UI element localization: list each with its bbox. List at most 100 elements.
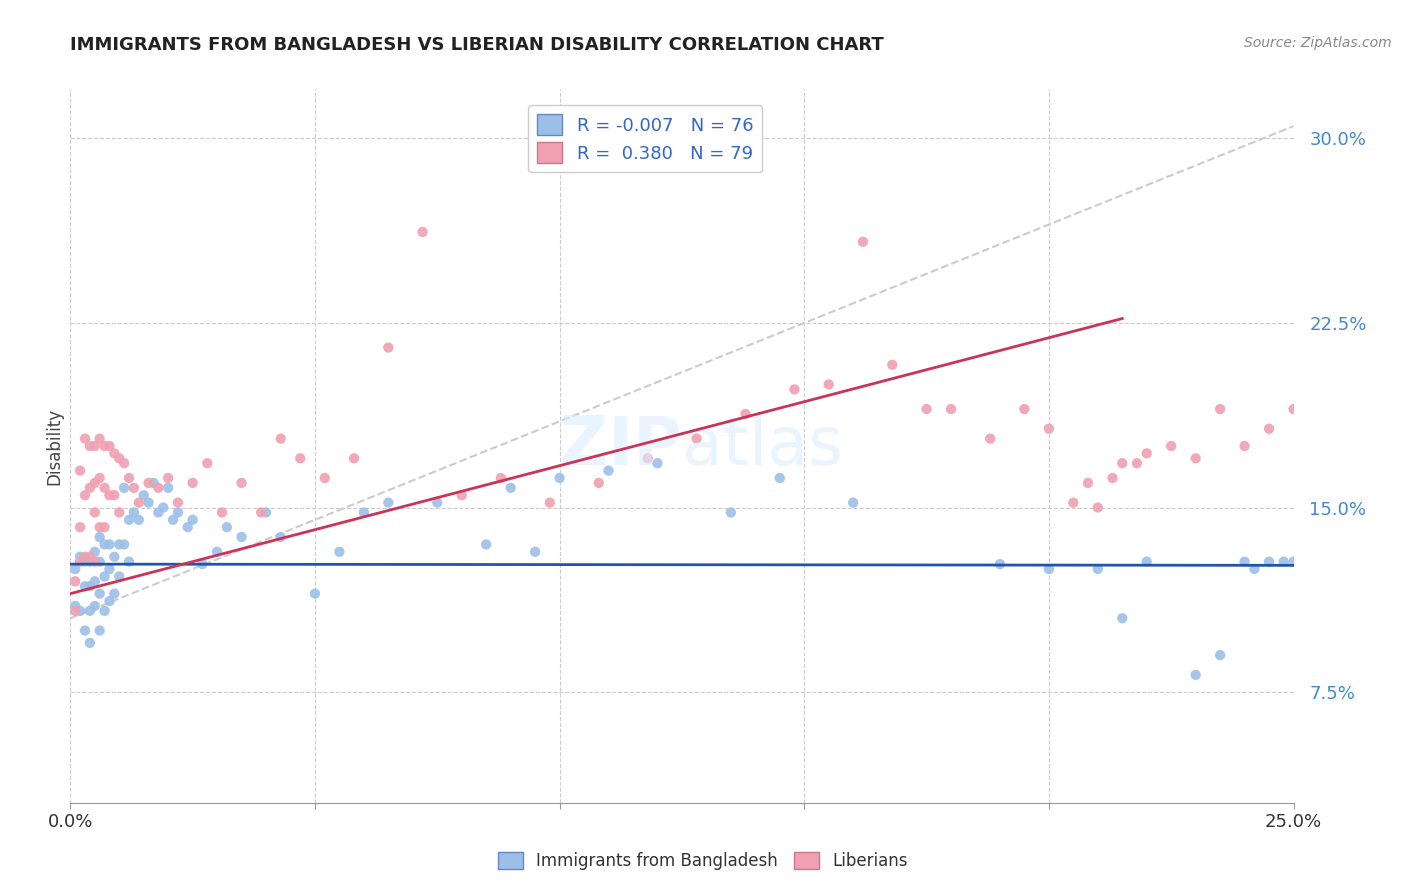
Point [79, 439, 101, 453]
Point [79, 579, 101, 593]
Point [73, 624, 96, 638]
Point [157, 471, 180, 485]
Point [250, 505, 273, 519]
Point [118, 513, 141, 527]
Point [205, 545, 228, 559]
Point [1272, 555, 1295, 569]
Point [167, 495, 190, 509]
Point [328, 545, 350, 559]
Point [1381, 426, 1403, 441]
Point [1077, 475, 1099, 490]
Point [499, 481, 522, 495]
Point [83, 555, 105, 569]
Point [882, 358, 904, 372]
Point [475, 537, 498, 551]
Legend: Immigrants from Bangladesh, Liberians: Immigrants from Bangladesh, Liberians [492, 847, 914, 875]
Point [63, 574, 86, 589]
Point [1038, 422, 1060, 436]
Point [98, 562, 121, 576]
Point [83, 599, 105, 613]
Point [1038, 562, 1060, 576]
Point [215, 520, 238, 534]
Point [211, 505, 233, 519]
Point [817, 377, 839, 392]
Point [103, 446, 125, 460]
Point [108, 569, 131, 583]
Text: Source: ZipAtlas.com: Source: ZipAtlas.com [1244, 36, 1392, 50]
Point [1258, 555, 1281, 569]
Point [647, 456, 669, 470]
Point [73, 432, 96, 446]
Point [1184, 451, 1206, 466]
Point [1243, 562, 1265, 576]
Point [1306, 432, 1329, 446]
Point [83, 475, 105, 490]
Point [98, 439, 121, 453]
Point [103, 488, 125, 502]
Point [588, 475, 610, 490]
Point [489, 471, 512, 485]
Point [1209, 402, 1232, 417]
Point [1209, 648, 1232, 662]
Point [1160, 439, 1182, 453]
Point [69, 549, 91, 564]
Point [128, 495, 150, 509]
Text: atlas: atlas [682, 413, 842, 479]
Point [118, 471, 141, 485]
Point [548, 471, 571, 485]
Point [103, 587, 125, 601]
Point [112, 456, 135, 470]
Y-axis label: Disability: Disability [45, 408, 63, 484]
Point [83, 545, 105, 559]
Point [353, 505, 375, 519]
Point [538, 495, 561, 509]
Point [231, 530, 253, 544]
Point [93, 520, 115, 534]
Point [138, 475, 160, 490]
Point [685, 432, 707, 446]
Point [842, 495, 865, 509]
Point [79, 481, 101, 495]
Point [108, 451, 131, 466]
Point [1136, 555, 1159, 569]
Point [79, 604, 101, 618]
Point [1282, 402, 1305, 417]
Point [1331, 446, 1354, 460]
Point [304, 587, 326, 601]
Point [412, 225, 434, 239]
Point [988, 557, 1011, 571]
Point [122, 481, 145, 495]
Point [1111, 611, 1133, 625]
Point [98, 537, 121, 551]
Point [1258, 422, 1281, 436]
Point [157, 481, 180, 495]
Point [343, 451, 366, 466]
Point [63, 599, 86, 613]
Point [177, 520, 200, 534]
Point [89, 587, 111, 601]
Point [290, 451, 312, 466]
Point [1233, 439, 1256, 453]
Point [1355, 414, 1378, 428]
Point [270, 432, 292, 446]
Point [122, 505, 145, 519]
Point [783, 383, 806, 397]
Point [450, 488, 472, 502]
Point [73, 579, 96, 593]
Point [915, 402, 938, 417]
Point [598, 464, 620, 478]
Point [254, 505, 277, 519]
Point [73, 555, 96, 569]
Point [128, 513, 150, 527]
Point [637, 451, 659, 466]
Point [852, 235, 875, 249]
Point [89, 555, 111, 569]
Point [1233, 555, 1256, 569]
Point [195, 456, 218, 470]
Point [1126, 456, 1149, 470]
Point [69, 520, 91, 534]
Point [270, 530, 292, 544]
Point [1087, 562, 1109, 576]
Point [314, 471, 336, 485]
Point [108, 505, 131, 519]
